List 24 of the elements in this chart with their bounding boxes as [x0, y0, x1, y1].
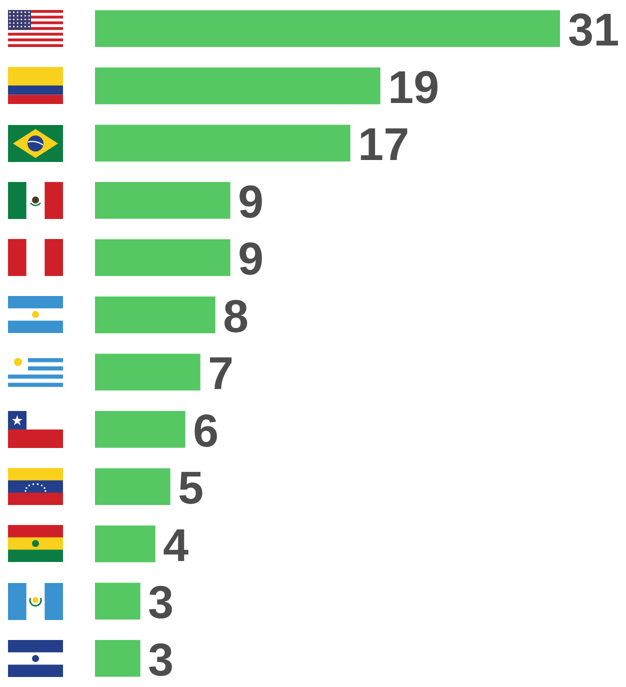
- bar: [95, 640, 140, 677]
- bar: [95, 182, 230, 219]
- data-label: 8: [223, 290, 249, 342]
- bar: [95, 10, 560, 47]
- data-label: 5: [178, 462, 204, 514]
- bar: [95, 296, 216, 334]
- data-label: 31: [568, 4, 620, 56]
- bar: [95, 124, 350, 162]
- data-label: 9: [238, 175, 264, 228]
- bar: [95, 582, 140, 620]
- data-label: 3: [148, 576, 174, 628]
- data-label: 19: [388, 60, 440, 113]
- bar: [95, 354, 200, 390]
- data-label: 3: [148, 633, 174, 686]
- data-label: 4: [163, 518, 189, 571]
- bar: [95, 239, 230, 276]
- data-label: 6: [193, 404, 219, 456]
- data-label: 7: [208, 347, 234, 400]
- bar: [95, 411, 186, 448]
- bar: [95, 68, 380, 104]
- data-label: 9: [238, 232, 264, 285]
- bar: [95, 468, 170, 505]
- bar: [95, 526, 156, 562]
- data-label: 17: [358, 118, 410, 170]
